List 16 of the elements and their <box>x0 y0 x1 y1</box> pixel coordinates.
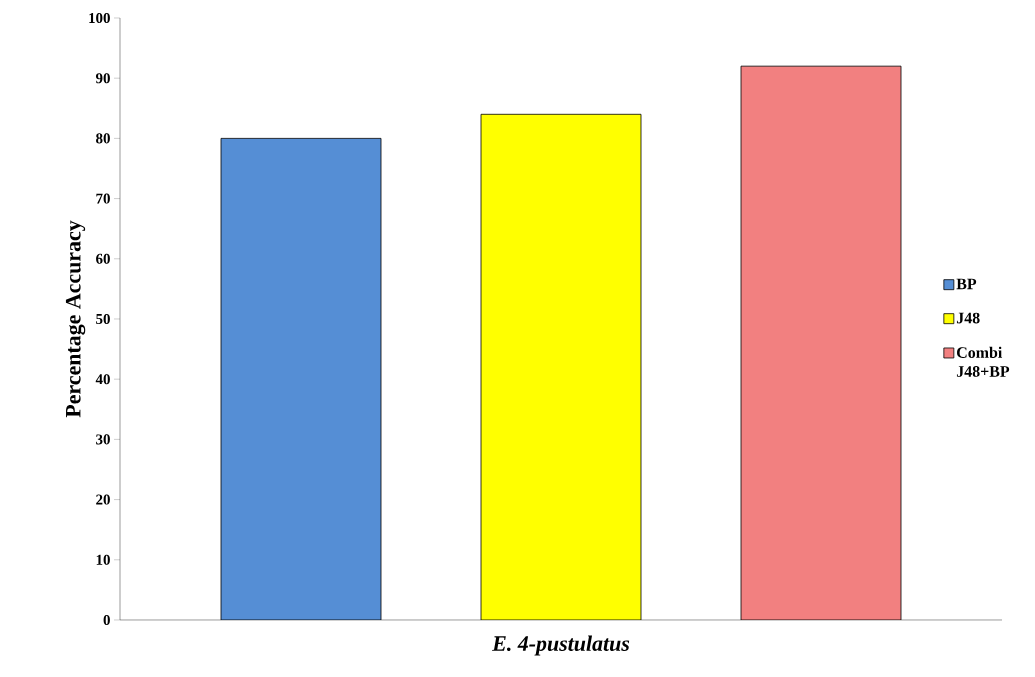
legend-label: Combi J48+BP <box>956 346 1010 377</box>
y-tick-label: 50 <box>96 313 110 325</box>
y-tick-label: 20 <box>96 494 110 505</box>
y-tick-label: 80 <box>96 133 110 144</box>
y-tick-label: 10 <box>96 554 110 565</box>
y-tick-label: 40 <box>95 374 110 385</box>
legend-label: BP <box>956 278 977 290</box>
y-tick-label: 90 <box>95 73 110 84</box>
y-tick-label: 30 <box>96 434 110 445</box>
y-tick-label: 70 <box>96 193 110 204</box>
y-tick-label: 60 <box>96 253 110 264</box>
y-tick-label: 0 <box>103 614 110 626</box>
x-tick-label: E. 4-pustulatus <box>492 635 630 656</box>
y-axis-title: Percentage Accuracy <box>65 220 86 418</box>
y-tick-label: 100 <box>89 12 110 24</box>
legend-label: J48 <box>956 312 980 324</box>
